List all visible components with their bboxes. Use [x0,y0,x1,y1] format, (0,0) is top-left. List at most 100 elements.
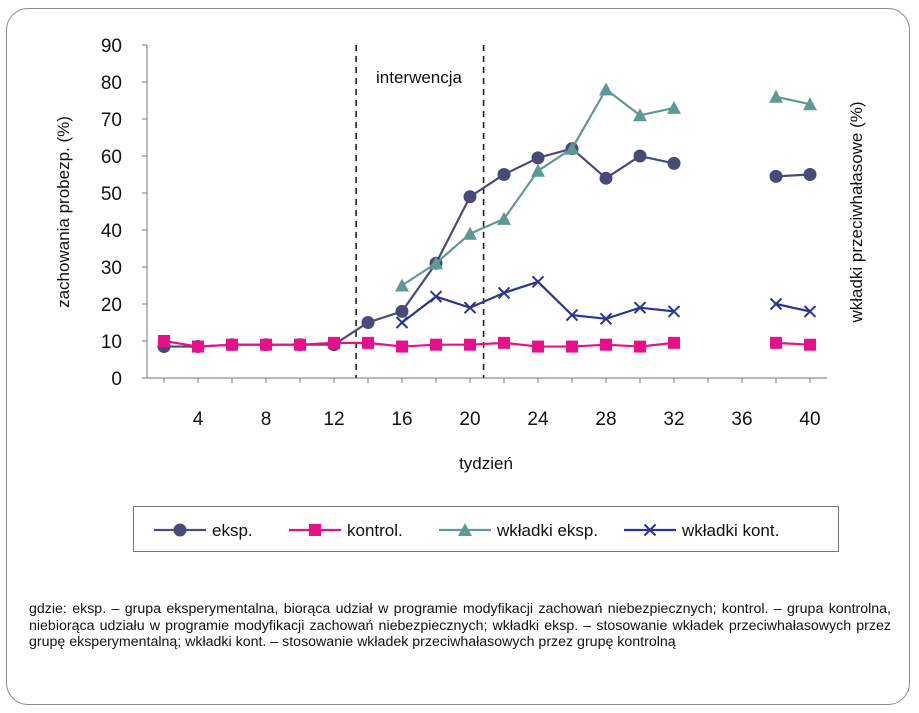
y-tick-label: 10 [101,332,122,353]
legend-label: kontrol. [347,521,403,540]
data-point [226,338,238,351]
data-point [463,190,477,204]
data-point [192,340,204,353]
data-point [531,151,545,165]
legend-item-2: kontrol. [289,521,403,540]
x-tick-label: 24 [527,409,549,430]
x-marker-stroke [531,275,545,289]
data-point [531,163,545,177]
data-point [158,335,170,347]
data-point [599,312,613,326]
data-point [803,305,817,318]
data-point [362,336,374,349]
data-point [395,316,409,329]
data-point [769,169,783,183]
data-point [430,338,442,351]
data-point [633,108,647,122]
axes-layer: 0 10 20 30 40 50 60 70 80 90 4 8 12 16 20 24 28 32 36 40 [101,36,827,430]
legend-item-3: wkładki eksp. [439,521,598,540]
y-tick-label: 20 [101,295,122,316]
series-2 [158,335,816,353]
y-tick-label: 30 [101,258,122,279]
series-line [401,87,675,287]
data-point [429,256,443,270]
legend-marker [458,523,472,536]
y-axis-title-right: wkładki przeciwhałasowe (%) [847,101,866,323]
legend-svg: eksp. kontrol. wkładki eksp. wkładki kont. [154,521,779,540]
data-point [497,211,511,225]
x-marker-stroke [429,290,443,303]
data-point [769,297,783,311]
series-3 [395,82,817,292]
data-point [429,290,443,303]
x-tick-label: 20 [459,409,480,430]
data-point [770,336,782,349]
legend-marker [643,523,657,537]
y-tick-label: 50 [101,184,122,205]
x-marker-stroke [633,301,647,314]
series-1 [157,142,817,354]
x-marker-stroke [769,297,783,311]
series-layer [157,82,817,354]
footnote: gdzie: eksp. – grupa eksperymentalna, bi… [29,601,891,650]
data-point [566,340,578,353]
series-line [401,280,675,324]
data-point [667,305,681,318]
data-point [803,97,817,111]
x-marker-stroke [667,305,681,318]
legend-marker [173,523,187,537]
data-point [396,340,408,353]
x-marker-stroke [643,523,657,537]
y-tick-label: 40 [101,221,122,242]
legend-label: eksp. [212,521,253,540]
x-tick-label: 16 [391,409,412,430]
data-point [599,82,613,96]
x-tick-label: 12 [323,409,344,430]
x-tick-label: 40 [799,409,820,430]
x-tick-label: 28 [595,409,616,430]
intervention-label: interwencja [376,68,463,87]
x-tick-label: 4 [193,409,204,430]
x-marker-stroke [395,316,409,329]
data-point [633,301,647,314]
data-point [769,89,783,103]
x-marker-stroke [463,301,477,314]
series-4 [395,275,817,329]
data-point [804,338,816,351]
data-point [532,340,544,353]
legend: eksp. kontrol. wkładki eksp. wkładki kont. [133,506,839,552]
data-point [395,278,409,292]
x-marker-stroke [599,312,613,326]
intervention-layer [355,45,485,378]
data-point [600,338,612,351]
data-point [497,286,511,300]
series-line [775,95,811,106]
series-line [163,339,675,348]
legend-marker [309,524,321,536]
data-point [464,338,476,351]
x-marker-stroke [497,286,511,300]
data-point [803,168,817,181]
legend-label: wkładki kont. [681,521,779,540]
y-tick-label: 60 [101,147,122,168]
data-point [667,156,681,170]
x-marker-stroke [803,305,817,318]
data-point [498,336,510,349]
y-tick-label: 80 [101,73,122,94]
y-tick-label: 0 [111,369,122,390]
x-tick-label: 8 [261,409,272,430]
chart-frame [6,8,910,705]
y-axis-title-left: zachowania probezp. (%) [54,116,73,308]
data-point [565,141,579,155]
data-point [463,301,477,314]
x-tick-label: 36 [731,409,752,430]
legend-label: wkładki eksp. [496,521,598,540]
series-line [775,302,811,313]
y-tick-label: 70 [101,110,122,131]
data-point [633,149,647,163]
data-point [634,340,646,353]
data-point [599,171,613,185]
data-point [565,308,579,322]
x-tick-label: 32 [663,409,684,430]
